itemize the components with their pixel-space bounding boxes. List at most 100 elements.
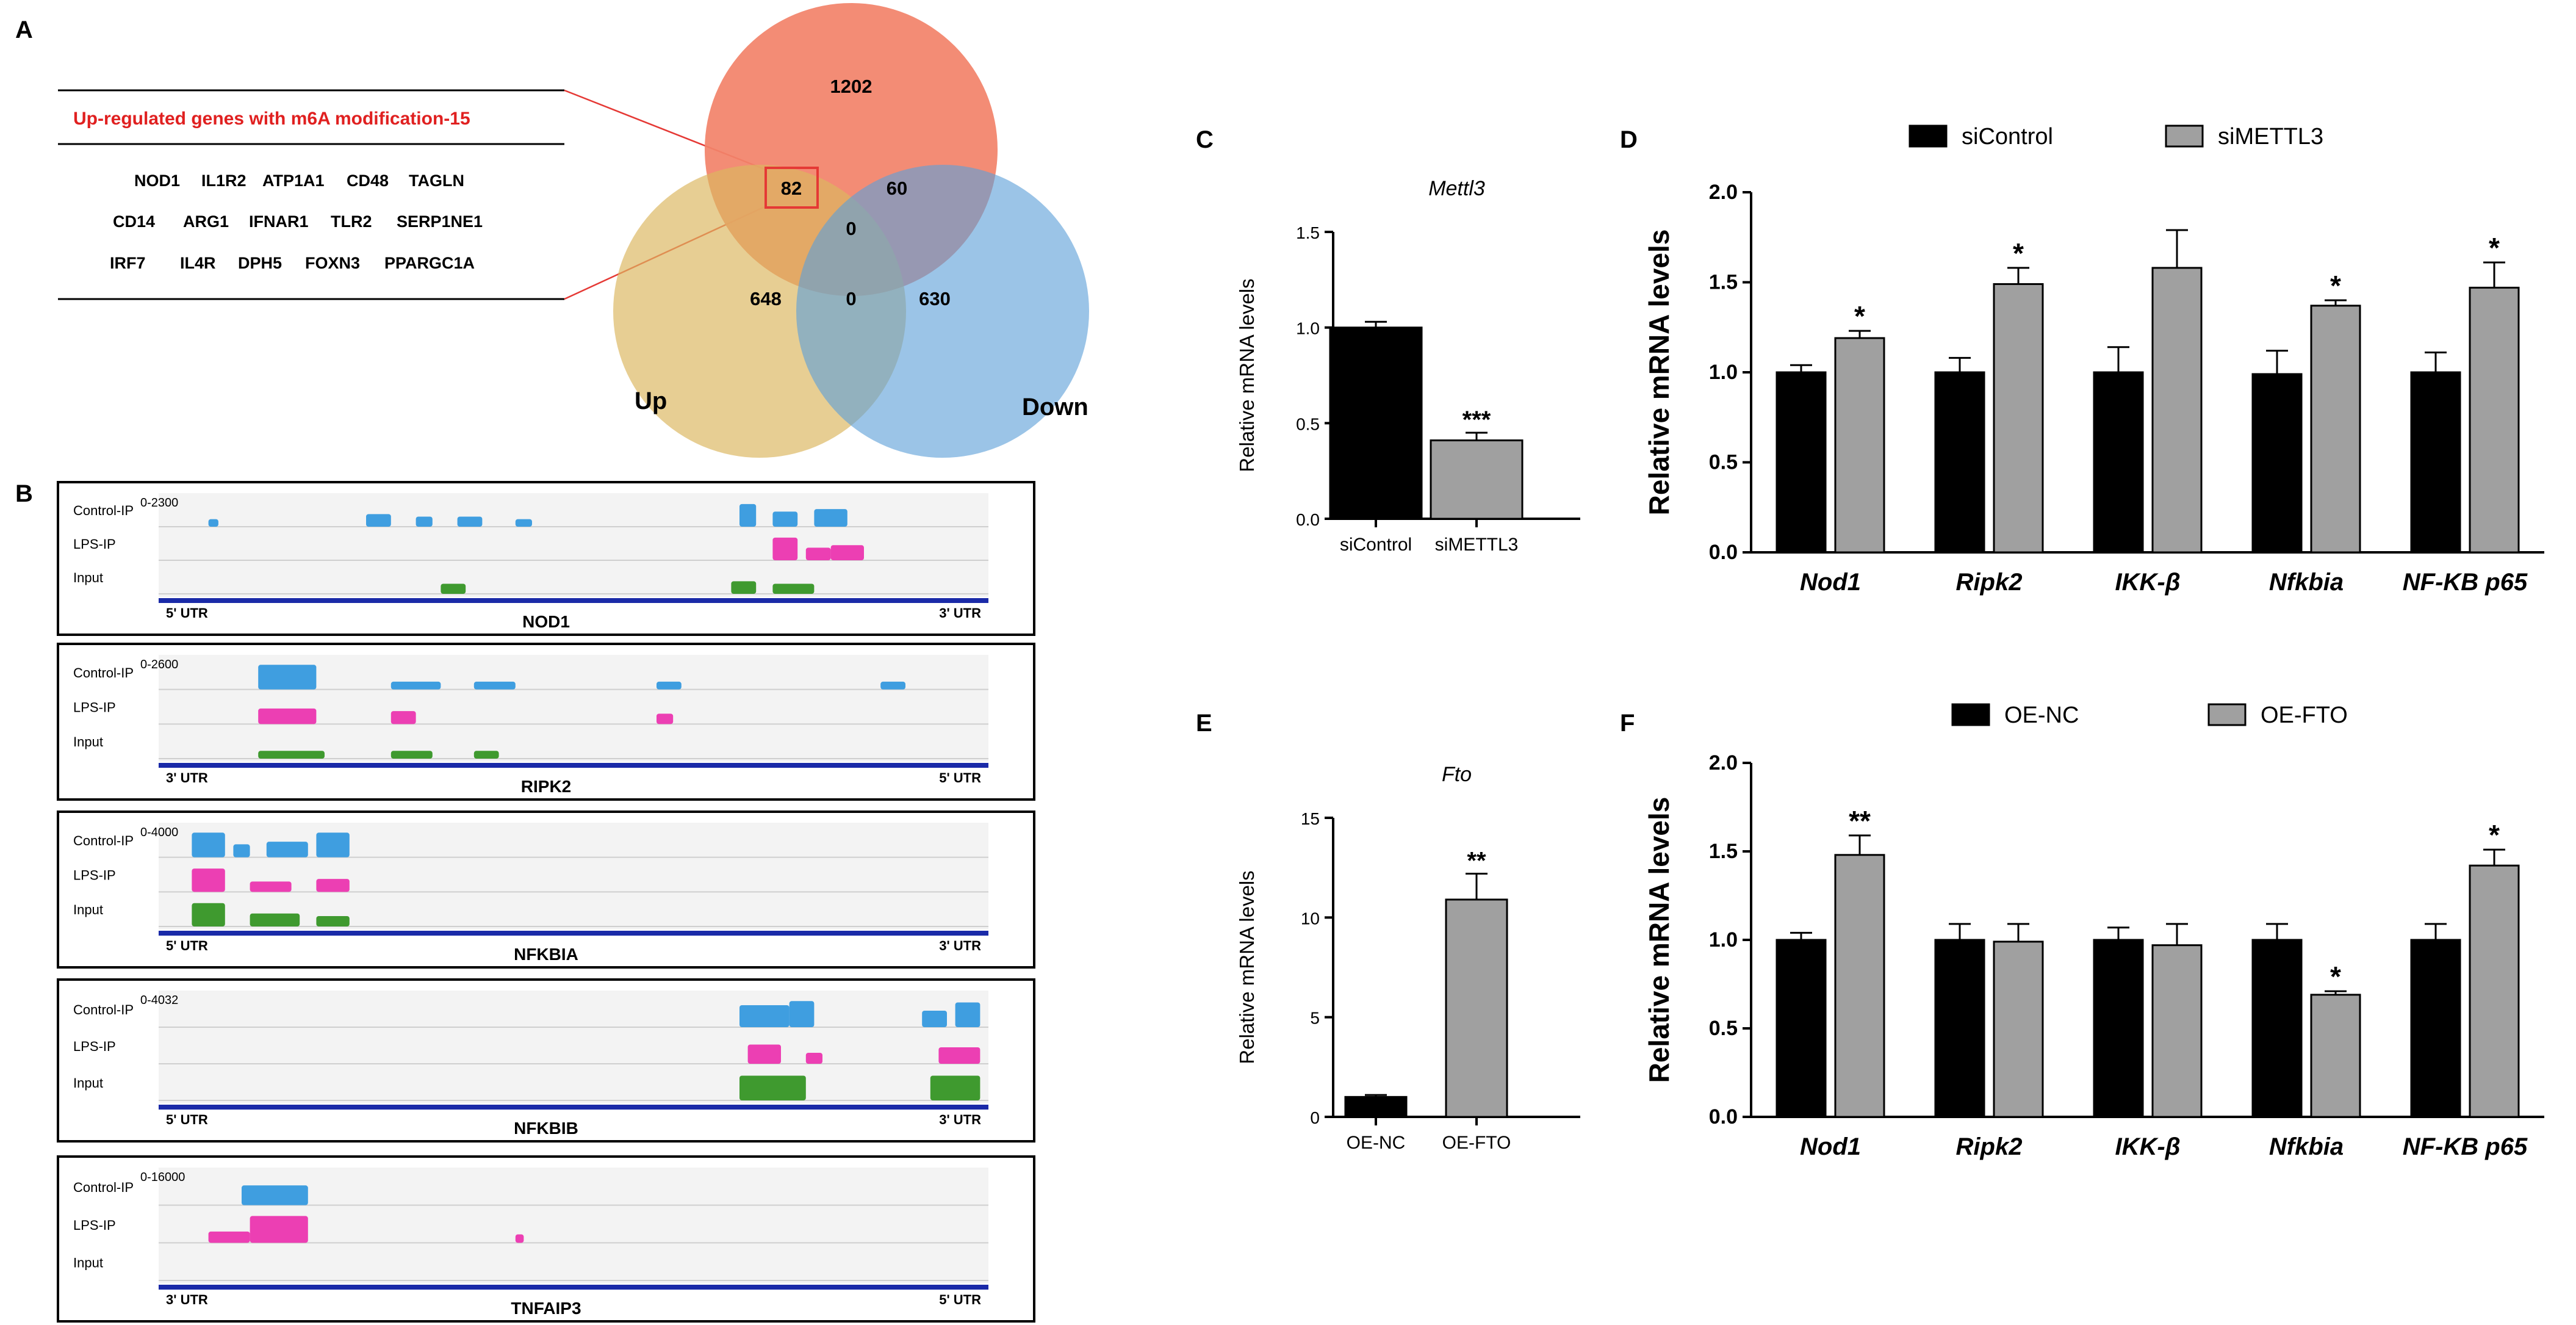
track-row-label: LPS-IP — [73, 1039, 116, 1054]
significance-mark: * — [2489, 232, 2500, 264]
y-tick-label: 1.5 — [1709, 271, 1738, 294]
legend-label: OE-NC — [2004, 702, 2079, 728]
utr-left-label: 5' UTR — [166, 938, 208, 953]
bar — [1430, 439, 1524, 520]
gene-name: FOXN3 — [305, 254, 360, 272]
signal-peak — [208, 1231, 250, 1243]
x-tick-label: Nod1 — [1800, 1133, 1861, 1160]
gene-name: NOD1 — [134, 171, 180, 190]
y-tick-label: 1.5 — [1709, 840, 1738, 863]
signal-peak — [441, 583, 466, 594]
signal-peak — [233, 844, 250, 857]
track-panel-nfkbia: Control-IP LPS-IP Input 0-4000 5' UTR 3' UTR N… — [57, 811, 1035, 969]
track-panel-tnfaip3: Control-IP LPS-IP Input 0-16000 3' UTR 5' UTR… — [57, 1155, 1035, 1323]
y-tick-label: 0.0 — [1709, 541, 1738, 564]
significance-mark: * — [2489, 819, 2500, 851]
y-tick-label: 2.0 — [1709, 181, 1738, 204]
gene-axis — [159, 598, 988, 603]
utr-right-label: 3' UTR — [939, 938, 981, 953]
bar-charts: 0.0 0.5 1.0 1.5 Relative mRNA levels Mettl3 si… — [1236, 124, 2544, 1160]
signal-peak — [739, 1005, 790, 1027]
significance-mark: * — [2013, 237, 2024, 269]
panel-letter-d: D — [1620, 126, 1638, 153]
y-axis-label: Relative mRNA levels — [1236, 870, 1258, 1064]
bar — [1934, 371, 1985, 554]
signal-peak — [515, 1234, 524, 1243]
signal-peak — [258, 665, 317, 690]
signal-peak — [266, 842, 308, 857]
bar — [2469, 286, 2520, 554]
significance-mark: *** — [1462, 406, 1491, 433]
signal-peak — [258, 751, 325, 759]
track-range: 0-2600 — [140, 658, 178, 671]
y-tick-label: 15 — [1301, 809, 1320, 828]
signal-peak — [250, 881, 292, 892]
gene-axis — [159, 1285, 988, 1290]
significance-mark: ** — [1849, 805, 1871, 837]
significance-mark: * — [2330, 961, 2341, 992]
track-panel-nfkbib: Control-IP LPS-IP Input 0-4032 5' UTR 3' UTR N… — [57, 978, 1035, 1143]
gene-name: SERP1NE1 — [397, 212, 483, 231]
legend-swatch — [2165, 125, 2204, 148]
y-tick-label: 5 — [1310, 1009, 1320, 1028]
x-tick-label: Nod1 — [1800, 569, 1861, 596]
signal-peak — [366, 514, 391, 527]
y-tick-label: 0.5 — [1709, 451, 1738, 474]
track-range: 0-4032 — [140, 994, 178, 1007]
gene-name: ARG1 — [183, 212, 229, 231]
y-tick-label: 2.0 — [1709, 751, 1738, 774]
bar — [2151, 267, 2203, 554]
signal-peak — [192, 868, 225, 892]
y-tick-label: 1.5 — [1296, 223, 1320, 242]
signal-peak — [390, 681, 441, 690]
signal-peak — [731, 581, 757, 594]
track-area — [159, 493, 988, 597]
track-gene-name: NOD1 — [522, 612, 570, 631]
track-row-label: Input — [73, 1075, 103, 1091]
gene-axis — [159, 931, 988, 936]
signal-peak — [772, 537, 798, 560]
signal-peak — [747, 1044, 781, 1064]
venn-highlight-box — [765, 167, 819, 209]
significance-mark: * — [2330, 270, 2341, 301]
signal-peak — [192, 832, 225, 857]
signal-peak — [316, 879, 350, 892]
venn-count-up-only: 648 — [750, 288, 782, 309]
signal-peak — [515, 519, 532, 527]
utr-right-label: 3' UTR — [939, 1112, 981, 1127]
bar — [1934, 939, 1985, 1118]
x-tick-label: OE-FTO — [1442, 1133, 1511, 1153]
track-row-label: LPS-IP — [73, 868, 116, 883]
signal-peak — [390, 711, 416, 724]
signal-peak — [830, 545, 864, 560]
gene-rows: NOD1 IL1R2 ATP1A1 CD48 TAGLN CD14 ARG1 I… — [110, 171, 483, 272]
track-row-label: Input — [73, 734, 103, 749]
venn-circle-down — [796, 165, 1089, 458]
track-row-label: Input — [73, 902, 103, 917]
utr-right-label: 5' UTR — [939, 770, 981, 785]
panel-b: B Control-IP LPS-IP Input 0-2300 5' UTR 3' UT… — [15, 480, 1035, 1323]
track-row-label: Control-IP — [73, 1180, 134, 1195]
track-row-label: LPS-IP — [73, 536, 116, 552]
signal-peak — [657, 713, 674, 724]
chart-e: 0 5 10 15 Relative mRNA levels Fto OE-NC ** OE-F… — [1236, 763, 1580, 1153]
bar — [2151, 944, 2203, 1118]
panel-letter-b: B — [15, 480, 33, 507]
panel-a: A Up-regulated genes with m6A modificati… — [15, 3, 1089, 458]
panel-letter-a: A — [15, 16, 33, 43]
y-tick-label: 0.0 — [1709, 1105, 1738, 1128]
track-row-label: Control-IP — [73, 1002, 134, 1017]
bar — [1329, 327, 1423, 520]
x-tick-label: Ripk2 — [1956, 569, 2023, 596]
track-panel-nod1: Control-IP LPS-IP Input 0-2300 5' UTR 3' UTR N… — [57, 481, 1035, 636]
x-tick-label: Nfkbia — [2269, 1133, 2344, 1160]
x-tick-label: Ripk2 — [1956, 1133, 2023, 1160]
legend-swatch — [1909, 125, 1948, 148]
track-row-label: Input — [73, 1255, 103, 1270]
venn-label-up: Up — [635, 388, 667, 414]
signal-peak — [208, 519, 218, 527]
track-row-label: Control-IP — [73, 503, 134, 518]
signal-peak — [250, 913, 300, 926]
legend-swatch — [2207, 703, 2247, 726]
